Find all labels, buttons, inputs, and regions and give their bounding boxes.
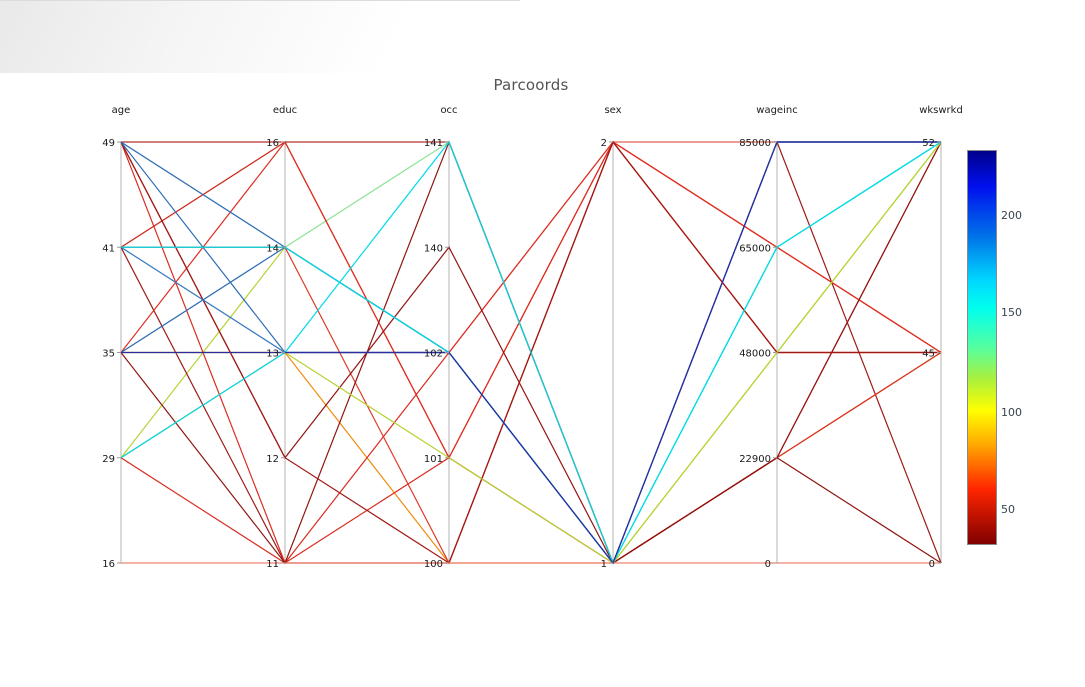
tick-label-sex-2: 2 xyxy=(601,138,607,149)
tick-label-occ-140: 140 xyxy=(424,243,443,254)
tick-label-wageinc-85000: 85000 xyxy=(739,138,771,149)
tick-label-wageinc-48000: 48000 xyxy=(739,349,771,360)
axis-label-wageinc: wageinc xyxy=(756,105,797,116)
tick-label-wageinc-65000: 65000 xyxy=(739,243,771,254)
tick-label-occ-100: 100 xyxy=(424,559,443,570)
tick-label-age-35: 35 xyxy=(102,349,115,360)
tick-label-educ-13: 13 xyxy=(266,349,279,360)
tick-label-age-41: 41 xyxy=(102,243,115,254)
data-line-22[interactable] xyxy=(121,141,941,565)
colorbar-tick-200: 200 xyxy=(1001,208,1022,222)
tick-label-occ-101: 101 xyxy=(424,454,443,465)
axis-label-wkswrkd: wkswrkd xyxy=(919,105,963,116)
tick-label-wkswrkd-45: 45 xyxy=(922,349,935,360)
tick-label-wkswrkd-0: 0 xyxy=(929,559,935,570)
tick-label-educ-11: 11 xyxy=(266,559,279,570)
tick-label-age-49: 49 xyxy=(102,138,115,149)
colorbar xyxy=(967,150,997,545)
tick-label-wageinc-22900: 22900 xyxy=(739,454,771,465)
colorbar-tick-150: 150 xyxy=(1001,306,1022,320)
axis-label-age: age xyxy=(112,105,131,116)
tick-label-occ-141: 141 xyxy=(424,138,443,149)
tick-label-educ-12: 12 xyxy=(266,454,279,465)
data-line-20[interactable] xyxy=(120,140,942,565)
tick-label-sex-1: 1 xyxy=(601,559,607,570)
tick-label-age-29: 29 xyxy=(102,454,115,465)
colorbar-tick-50: 50 xyxy=(1001,502,1015,516)
tick-label-wageinc-0: 0 xyxy=(765,559,771,570)
tick-label-educ-14: 14 xyxy=(266,243,279,254)
axis-label-sex: sex xyxy=(604,105,621,116)
tick-label-age-16: 16 xyxy=(102,559,115,570)
tick-label-occ-102: 102 xyxy=(424,349,443,360)
tick-label-educ-16: 16 xyxy=(266,138,279,149)
axis-label-educ: educ xyxy=(273,105,297,116)
tick-label-wkswrkd-52: 52 xyxy=(922,138,935,149)
axis-label-occ: occ xyxy=(440,105,457,116)
colorbar-tick-100: 100 xyxy=(1001,406,1022,420)
data-line-10[interactable] xyxy=(120,140,942,460)
chart-title: Parcoords xyxy=(493,76,569,94)
